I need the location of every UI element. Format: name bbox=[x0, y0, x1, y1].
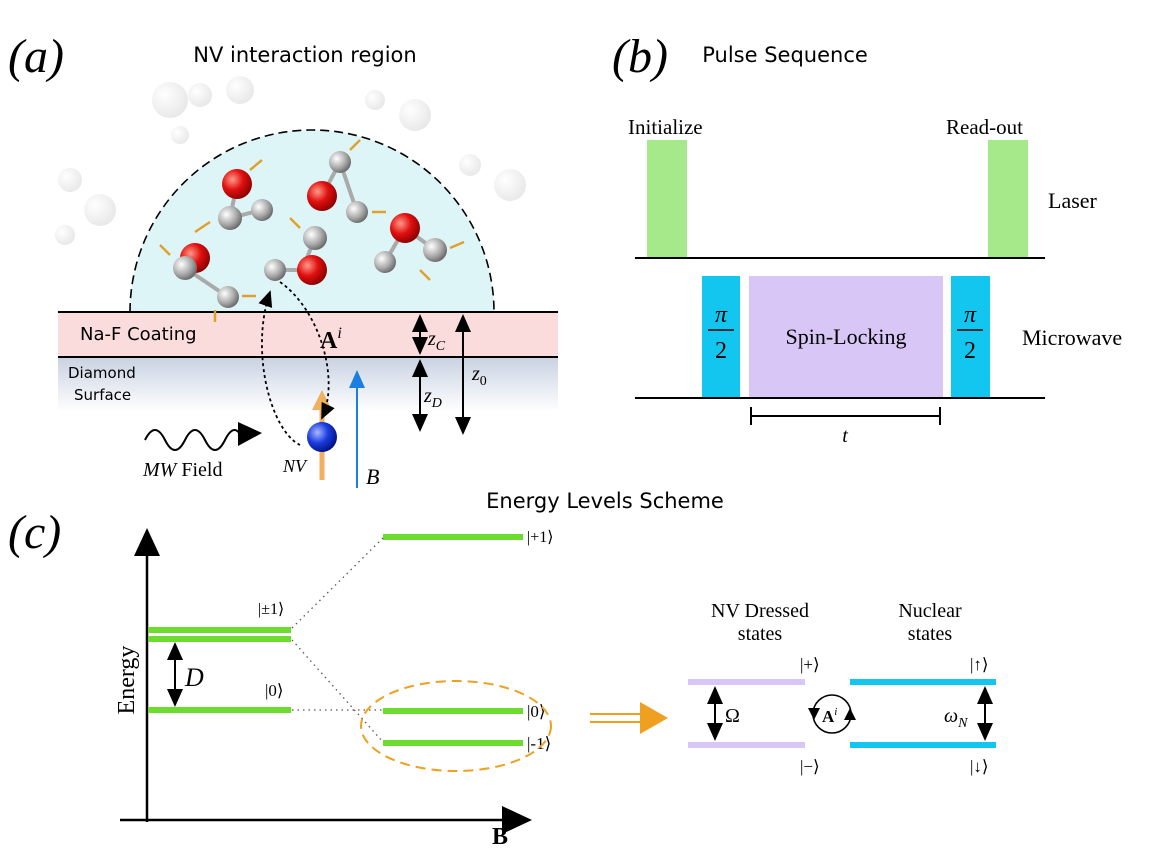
panel-label: (c) bbox=[8, 506, 61, 559]
energy-levels bbox=[148, 537, 523, 743]
panel-c: (c) Energy Levels Scheme Energy B |±1⟩ |… bbox=[8, 489, 996, 850]
level-label: |+1⟩ bbox=[527, 529, 553, 546]
level-label: |−⟩ bbox=[800, 757, 820, 776]
pulse-label: Spin-Locking bbox=[786, 324, 907, 349]
panel-b: (b) Pulse Sequence Initialize Read-out L… bbox=[612, 30, 1122, 447]
level-label: |±1⟩ bbox=[258, 601, 284, 618]
laser-pulse bbox=[647, 140, 687, 258]
nv-label: NV bbox=[282, 456, 308, 476]
level-label: |+⟩ bbox=[800, 655, 820, 674]
nv-center bbox=[307, 422, 337, 452]
panel-title: Energy Levels Scheme bbox=[486, 489, 724, 513]
panel-label: (b) bbox=[612, 30, 668, 83]
pulse-fraction: 2 bbox=[715, 338, 727, 364]
group-title: states bbox=[908, 623, 953, 645]
level-label: |-1⟩ bbox=[527, 734, 551, 753]
gap-label: ωN bbox=[944, 705, 968, 731]
figure: (a) NV interaction region Na-F Coating D… bbox=[0, 0, 1166, 852]
splitting-label: D bbox=[184, 663, 204, 692]
mw-wave bbox=[145, 430, 243, 450]
axis-label: B bbox=[492, 824, 508, 850]
group-title: NV Dressed bbox=[711, 600, 809, 622]
channel-label: Microwave bbox=[1022, 325, 1122, 350]
microwave-pulse bbox=[951, 276, 990, 398]
level-label: |↓⟩ bbox=[970, 757, 989, 776]
pulse-label: Read-out bbox=[946, 115, 1023, 139]
field-label: B bbox=[366, 464, 379, 489]
panel-a: (a) NV interaction region Na-F Coating D… bbox=[8, 30, 558, 489]
pulse-fraction: π bbox=[964, 302, 977, 328]
group-title: Nuclear bbox=[898, 600, 962, 622]
panel-label: (a) bbox=[8, 30, 64, 83]
axis-label: Energy bbox=[114, 646, 140, 715]
level-label: |0⟩ bbox=[527, 702, 546, 721]
coupling-label: Ai bbox=[822, 706, 837, 726]
group-title: states bbox=[738, 623, 783, 645]
surface-label: Diamond bbox=[68, 364, 136, 382]
panel-title: NV interaction region bbox=[193, 43, 416, 67]
microwave-pulse bbox=[702, 276, 740, 398]
level-label: |0⟩ bbox=[265, 681, 284, 700]
coating-label: Na-F Coating bbox=[80, 324, 197, 345]
pulse-fraction: π bbox=[715, 302, 728, 328]
pulse-fraction: 2 bbox=[964, 338, 976, 364]
gap-label: Ω bbox=[725, 705, 740, 727]
channel-label: Laser bbox=[1048, 188, 1098, 213]
level-label: |↑⟩ bbox=[970, 655, 989, 674]
pulse-label: Initialize bbox=[628, 115, 703, 139]
laser-pulse bbox=[988, 140, 1028, 258]
surface-label: Surface bbox=[74, 386, 131, 404]
mw-label: MW Field bbox=[142, 459, 222, 481]
duration-label: t bbox=[842, 425, 848, 447]
panel-title: Pulse Sequence bbox=[702, 43, 868, 67]
